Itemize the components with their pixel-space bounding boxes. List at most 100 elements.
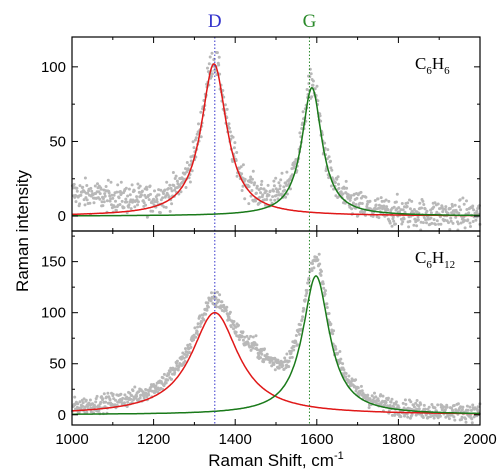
sample-label-bottom: C6H12 [415,248,455,271]
data-point [106,392,109,395]
data-point [251,347,254,350]
data-point [204,313,207,316]
data-point [458,205,461,208]
data-point [342,192,345,195]
data-point [250,181,253,184]
formula-part: C [415,248,426,267]
data-point [419,403,422,406]
data-point [271,195,274,198]
data-point [269,190,272,193]
data-point [428,406,431,409]
data-point [102,197,105,200]
data-point [206,309,209,312]
data-point [176,180,179,183]
data-point [451,205,454,208]
data-point [241,335,244,338]
data-point [165,381,168,384]
data-point [311,269,314,272]
data-point [406,201,409,204]
data-point [226,108,229,111]
data-point [457,402,460,405]
data-point [454,216,457,219]
x-axis-label-text: Raman Shift, cm [208,451,334,470]
data-point [121,397,124,400]
data-point [85,184,88,187]
y-tick-label: 50 [49,133,66,150]
data-point [467,409,470,412]
formula-part: H [432,248,444,267]
data-point [273,184,276,187]
data-point [475,210,478,213]
data-point [278,367,281,370]
data-point [471,404,474,407]
data-point [360,385,363,388]
data-point [322,287,325,290]
data-point [334,181,337,184]
data-point [461,406,464,409]
data-point [148,198,151,201]
data-point [84,177,87,180]
data-point [326,306,329,309]
data-point [166,379,169,382]
data-point [189,181,192,184]
data-point [329,160,332,163]
data-point [251,178,254,181]
data-point [352,201,355,204]
data-point [457,222,460,225]
data-point [433,417,436,420]
data-point [153,189,156,192]
data-point [123,206,126,209]
data-point [446,406,449,409]
data-point [233,146,236,149]
data-point [389,222,392,225]
data-point [471,205,474,208]
x-axis-label: Raman Shift, cm-1 [208,450,343,470]
data-point [261,193,264,196]
data-point [402,402,405,405]
data-point [104,195,107,198]
x-tick-label: 1600 [300,431,333,448]
data-point [326,148,329,151]
data-point [252,336,255,339]
data-point [422,221,425,224]
data-point [94,400,97,403]
data-point [151,210,154,213]
data-point [96,395,99,398]
data-point [437,203,440,206]
data-point [422,416,425,419]
data-point [279,178,282,181]
data-point [118,196,121,199]
data-point [403,217,406,220]
data-point [249,335,252,338]
x-tick-label: 2000 [463,431,496,448]
data-point [81,405,84,408]
data-point [469,406,472,409]
data-point [391,225,394,228]
data-point [402,208,405,211]
data-point [84,203,87,206]
data-point [248,185,251,188]
data-point [364,196,367,199]
data-point [366,394,369,397]
data-point [465,421,468,424]
data-point [285,171,288,174]
data-point [116,183,119,186]
data-point [385,401,388,404]
data-point [89,399,92,402]
data-point [94,185,97,188]
data-point [189,346,192,349]
data-point [409,207,412,210]
data-point [82,401,85,404]
data-point [108,192,111,195]
data-point [129,398,132,401]
x-tick-label: 1400 [219,431,252,448]
data-point [318,253,321,256]
data-point [432,206,435,209]
data-point [469,225,472,228]
data-point [272,180,275,183]
scatter-points-top [71,51,482,232]
data-point [406,416,409,419]
data-point [420,207,423,210]
data-point [395,400,398,403]
data-point [312,80,315,83]
